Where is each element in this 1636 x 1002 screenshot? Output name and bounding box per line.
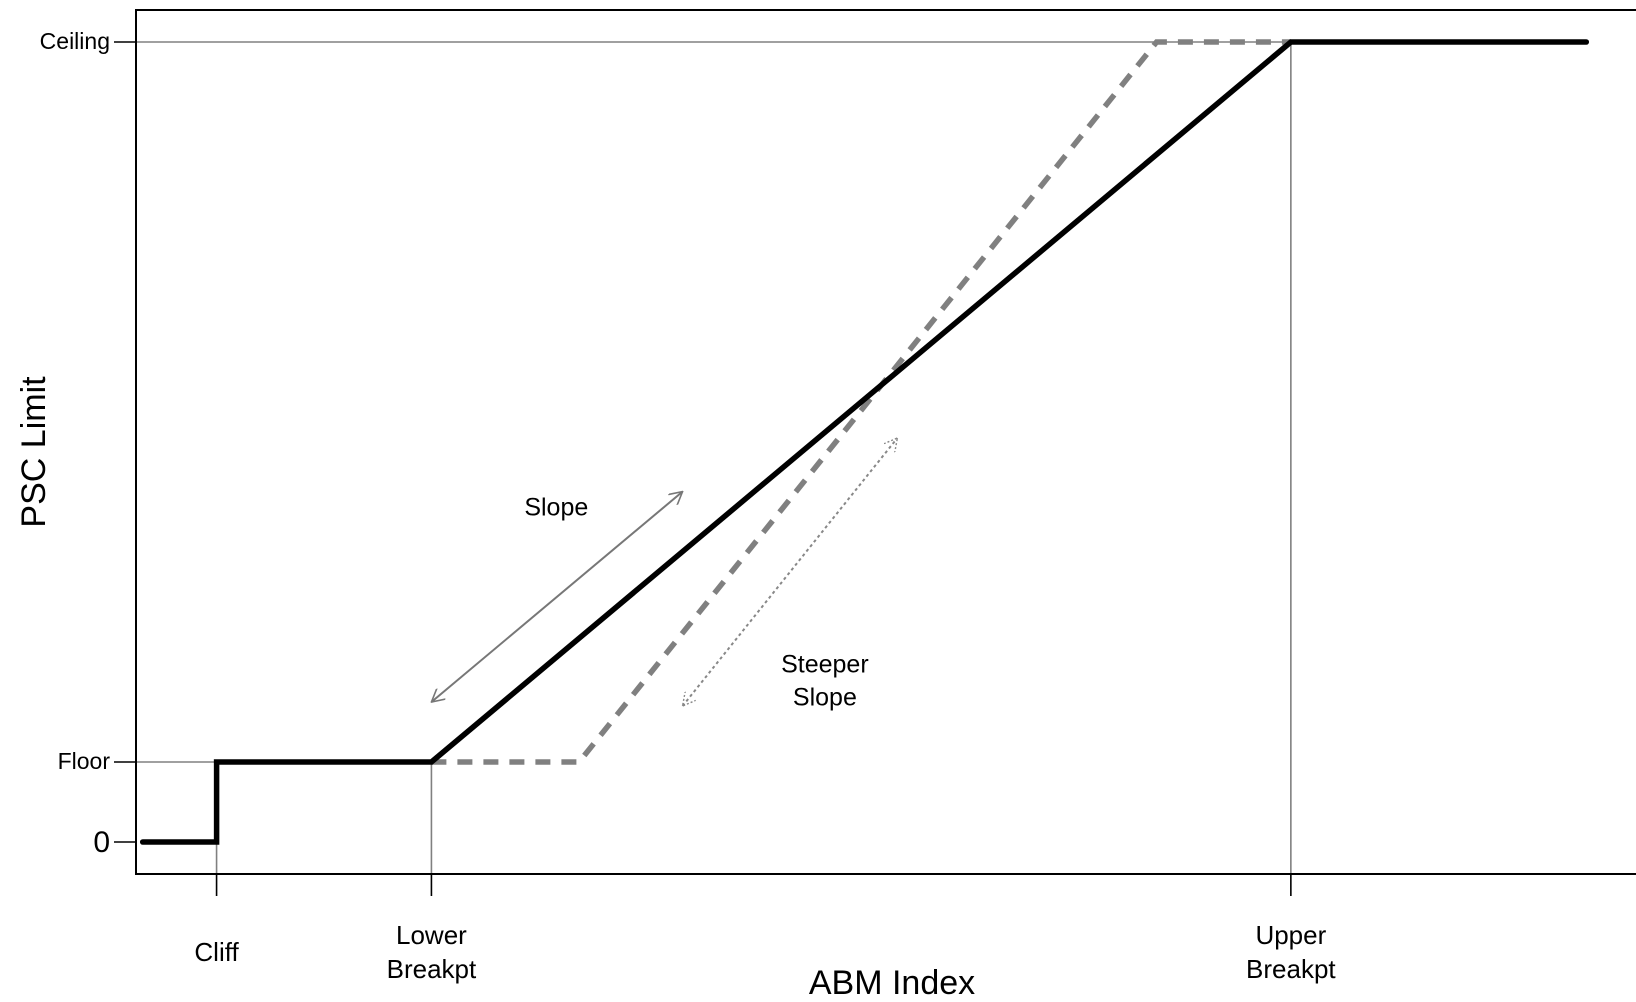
annotation-label-1: Steeper Slope xyxy=(781,650,869,711)
reference-lines xyxy=(136,41,1292,874)
annotation-label-0: Slope xyxy=(524,494,588,522)
axes: 0 Floor Ceiling Cliff Lower Breakpt Upper Break… xyxy=(40,9,1636,984)
series-line-solid xyxy=(139,39,1590,845)
annotations: Slope Steeper Slope xyxy=(431,438,897,711)
y-axis-title: PSC Limit xyxy=(15,376,53,528)
y-tick-label-0: 0 xyxy=(93,826,110,859)
x-tick-label-1: Lower Breakpt xyxy=(387,920,477,984)
series-line-dashed xyxy=(431,39,1291,765)
x-tick-label-2: Upper Breakpt xyxy=(1246,920,1336,984)
plot-frame xyxy=(135,9,1636,875)
y-tick-label-2: Ceiling xyxy=(40,28,110,54)
series xyxy=(139,39,1590,845)
x-axis-title: ABM Index xyxy=(809,964,975,1002)
y-tick-label-1: Floor xyxy=(58,748,111,774)
x-tick-label-0: Cliff xyxy=(194,937,239,967)
annotation-arrow-0 xyxy=(431,492,682,702)
